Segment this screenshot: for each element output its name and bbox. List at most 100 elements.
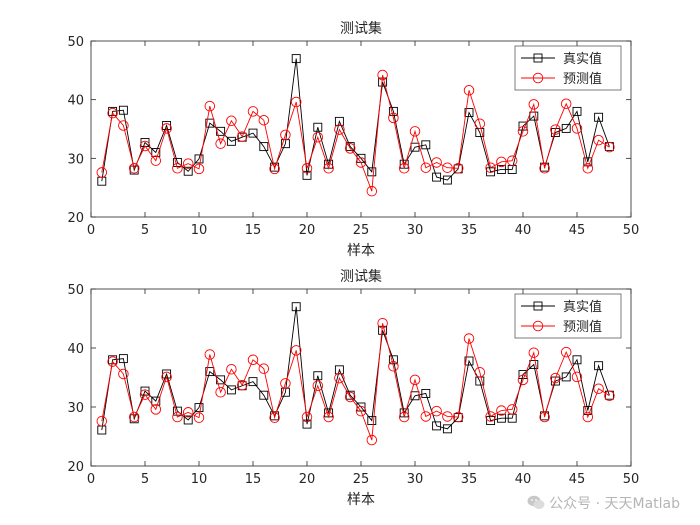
legend-marker <box>532 320 544 332</box>
data-point <box>118 368 129 380</box>
data-point <box>550 372 561 384</box>
data-point <box>485 162 496 173</box>
data-point <box>323 163 334 174</box>
data-point <box>539 163 550 174</box>
y-tick-label: 20 <box>67 211 84 226</box>
data-point <box>334 116 344 126</box>
data-point <box>496 165 506 174</box>
data-point <box>313 122 323 132</box>
x-tick-label: 45 <box>569 472 586 487</box>
data-point <box>226 363 237 375</box>
data-point <box>344 143 356 154</box>
data-point <box>139 140 151 152</box>
data-point <box>313 371 323 381</box>
data-point <box>517 126 529 137</box>
x-tick-label: 5 <box>141 472 149 487</box>
data-point <box>161 371 172 383</box>
data-point <box>205 118 215 128</box>
data-point <box>604 141 615 153</box>
data-point <box>236 379 248 391</box>
data-point <box>215 387 226 398</box>
data-point <box>96 415 108 427</box>
data-point <box>377 317 388 329</box>
data-point <box>161 123 172 134</box>
data-point <box>193 163 205 175</box>
data-point <box>247 106 259 117</box>
data-point <box>420 411 432 422</box>
data-point <box>442 162 453 173</box>
y-tick-label: 20 <box>67 460 84 475</box>
data-point <box>334 372 345 384</box>
y-tick-label: 40 <box>67 94 84 109</box>
data-point <box>421 140 431 150</box>
legend-label: 真实值 <box>563 51 602 67</box>
data-point <box>236 131 248 142</box>
data-point <box>280 129 291 141</box>
data-point <box>442 175 452 185</box>
x-tick-label: 20 <box>299 223 316 238</box>
data-point <box>529 360 539 369</box>
data-point <box>388 112 399 124</box>
data-point <box>151 148 161 157</box>
data-point <box>583 406 593 415</box>
data-point <box>107 356 118 367</box>
watermark: 公众号 · 天天Matlab <box>527 493 680 513</box>
data-point <box>529 111 539 121</box>
y-tick-label: 50 <box>67 35 84 50</box>
data-point <box>194 154 204 164</box>
data-point <box>561 372 571 382</box>
data-point <box>464 356 474 366</box>
data-point <box>377 69 388 81</box>
data-point <box>367 167 377 177</box>
data-point <box>301 411 313 423</box>
x-tick-label: 15 <box>245 223 262 238</box>
data-point <box>172 163 183 174</box>
data-point <box>593 134 604 146</box>
data-point <box>604 390 615 402</box>
data-point <box>139 389 151 400</box>
data-point <box>496 413 506 423</box>
data-point <box>302 419 312 429</box>
x-tick-label: 35 <box>461 472 478 487</box>
chart-title: 测试集 <box>340 268 382 285</box>
x-tick-label: 0 <box>87 472 95 487</box>
data-point <box>409 126 421 137</box>
data-point <box>496 156 507 168</box>
data-point <box>431 157 442 168</box>
x-tick-label: 25 <box>353 472 370 487</box>
data-point <box>96 167 108 178</box>
data-point <box>118 354 128 364</box>
y-tick-label: 50 <box>67 283 84 298</box>
data-point <box>226 115 237 127</box>
legend-marker <box>532 72 544 84</box>
data-point <box>572 355 582 365</box>
x-axis-label: 样本 <box>347 492 375 508</box>
series-line-1 <box>101 306 610 431</box>
data-point <box>442 411 453 422</box>
data-point <box>421 388 431 398</box>
data-point <box>398 411 410 423</box>
data-point <box>312 131 324 143</box>
data-point <box>594 361 604 371</box>
data-point <box>248 377 258 387</box>
series-line-1 <box>101 58 610 182</box>
legend-label: 真实值 <box>563 299 602 315</box>
data-point <box>539 411 550 423</box>
data-point <box>431 405 442 417</box>
data-point <box>205 367 215 377</box>
data-point <box>593 383 604 394</box>
data-point <box>432 421 442 431</box>
data-point <box>560 98 572 110</box>
y-tick-label: 30 <box>67 401 84 416</box>
data-point <box>474 118 486 129</box>
data-point <box>258 363 270 374</box>
x-tick-label: 5 <box>141 223 149 238</box>
data-point <box>258 114 270 126</box>
data-point <box>194 403 204 413</box>
data-point <box>582 163 594 174</box>
data-point <box>571 371 583 383</box>
data-point <box>550 124 561 135</box>
legend-label: 预测值 <box>563 71 602 87</box>
data-point <box>172 157 182 167</box>
